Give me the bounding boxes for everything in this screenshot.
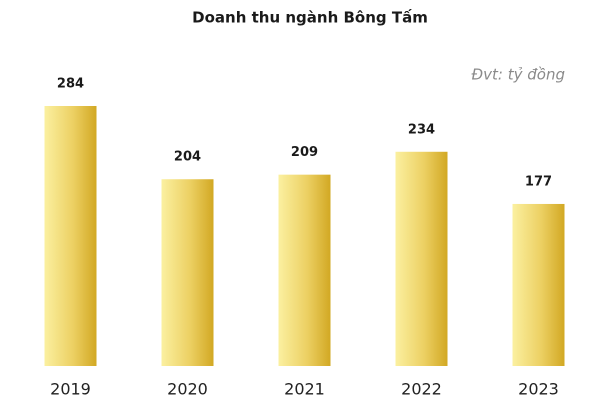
unit-note: Đvt: tỷ đồng (472, 66, 565, 84)
x-tick-label: 2023 (518, 380, 559, 399)
bar (512, 203, 565, 366)
value-label: 209 (291, 145, 318, 160)
bar (278, 174, 331, 366)
value-label: 234 (408, 122, 435, 137)
value-label: 204 (174, 150, 201, 165)
bar (395, 151, 448, 366)
bar (44, 106, 97, 366)
value-label: 177 (525, 174, 552, 189)
value-label: 284 (57, 77, 84, 92)
x-tick-label: 2021 (284, 380, 325, 399)
x-tick-label: 2020 (167, 380, 208, 399)
chart-title: Doanh thu ngành Bông Tấm (192, 9, 428, 27)
x-tick-label: 2022 (401, 380, 442, 399)
x-tick-label: 2019 (50, 380, 91, 399)
bar (161, 179, 214, 366)
